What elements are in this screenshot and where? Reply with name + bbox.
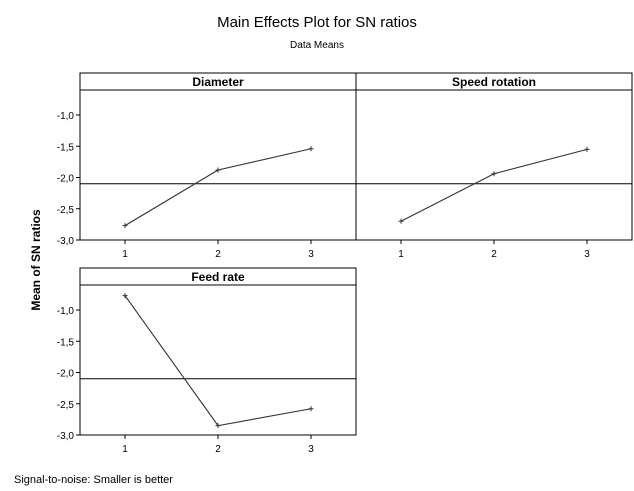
chart-subtitle: Data Means bbox=[290, 40, 344, 51]
data-point bbox=[398, 218, 404, 224]
data-point bbox=[308, 146, 314, 152]
x-tick-label: 2 bbox=[215, 444, 221, 455]
y-tick-label: -1,0 bbox=[57, 111, 75, 122]
x-tick-label: 1 bbox=[398, 249, 404, 260]
x-tick-label: 2 bbox=[491, 249, 497, 260]
x-tick-label: 1 bbox=[122, 249, 128, 260]
y-tick-label: -3,0 bbox=[57, 431, 75, 442]
chart-title: Main Effects Plot for SN ratios bbox=[217, 14, 417, 31]
data-point bbox=[122, 293, 128, 299]
data-point bbox=[215, 167, 221, 173]
panel-title: Feed rate bbox=[191, 270, 245, 284]
y-tick-label: -2,0 bbox=[57, 174, 75, 185]
y-tick-label: -1,0 bbox=[57, 306, 75, 317]
series-line bbox=[124, 148, 312, 227]
footnote: Signal-to-noise: Smaller is better bbox=[14, 474, 173, 486]
panel-1: Speed rotation 1 2 3 bbox=[355, 72, 633, 260]
panel-2: Feed rate -1,0 -1,5 -2,0 -2,5 -3,0 1 2 3 bbox=[57, 267, 357, 455]
data-point bbox=[308, 406, 314, 412]
y-tick-label: -3,0 bbox=[57, 236, 75, 247]
data-point bbox=[215, 423, 221, 429]
y-tick-label: -2,5 bbox=[57, 400, 75, 411]
y-tick-label: -2,0 bbox=[57, 369, 75, 380]
x-tick-label: 2 bbox=[215, 249, 221, 260]
y-tick-label: -2,5 bbox=[57, 205, 75, 216]
x-tick-label: 3 bbox=[308, 444, 314, 455]
y-axis-label: Mean of SN ratios bbox=[29, 209, 43, 311]
panel-0: Diameter -1,0 -1,5 -2,0 -2,5 -3,0 1 2 3 bbox=[57, 72, 357, 260]
series-line bbox=[400, 148, 588, 222]
panel-title: Speed rotation bbox=[452, 75, 536, 89]
panel-frame bbox=[355, 72, 633, 241]
x-tick-label: 1 bbox=[122, 444, 128, 455]
x-tick-label: 3 bbox=[308, 249, 314, 260]
series-line bbox=[124, 295, 312, 427]
data-point bbox=[584, 146, 590, 152]
x-tick-label: 3 bbox=[584, 249, 590, 260]
panel-frame bbox=[79, 267, 357, 436]
data-point bbox=[491, 171, 497, 177]
panel-frame bbox=[79, 72, 357, 241]
y-tick-label: -1,5 bbox=[57, 337, 75, 348]
data-point bbox=[122, 223, 128, 229]
y-tick-label: -1,5 bbox=[57, 142, 75, 153]
panel-title: Diameter bbox=[192, 75, 244, 89]
